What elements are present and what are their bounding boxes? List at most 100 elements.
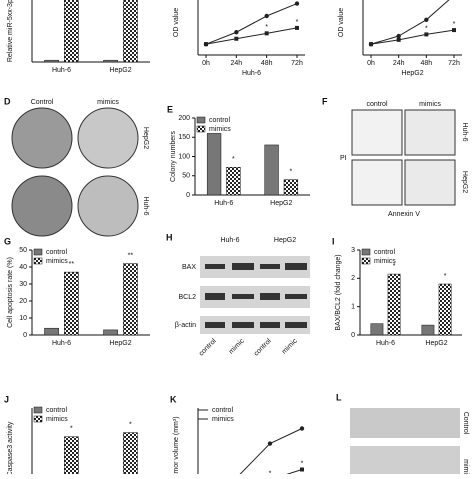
y-axis-label: Relative miR-5xx-3p ex xyxy=(7,0,14,62)
bar xyxy=(206,133,222,196)
bar xyxy=(64,271,79,336)
significance: * xyxy=(296,19,299,26)
bar xyxy=(123,263,138,336)
y-tick-label: 0 xyxy=(351,332,355,339)
significance: * xyxy=(301,460,304,467)
y-axis-label: Colony numbers xyxy=(170,131,177,182)
flow-plot xyxy=(404,159,456,206)
legend-label: control xyxy=(209,117,230,124)
x-tick-label: 48h xyxy=(261,60,273,67)
blot-image xyxy=(200,286,310,308)
panel-letter: J xyxy=(4,394,9,404)
x-tick-label: 0h xyxy=(202,60,210,67)
panel-d: D Control mimics HepG2 Huh-6 xyxy=(4,96,149,237)
legend-label: mimics xyxy=(374,258,396,265)
x-tick-label: 24h xyxy=(230,60,242,67)
axis-label: Annexin V xyxy=(388,211,420,218)
x-tick-label: HepG2 xyxy=(425,340,447,347)
y-axis-label: OD value xyxy=(173,8,180,37)
x-tick-label: 24h xyxy=(393,60,405,67)
line xyxy=(370,29,455,45)
col-label: mimics xyxy=(97,99,119,106)
marker xyxy=(299,426,305,431)
flow-plot xyxy=(351,109,403,156)
bar xyxy=(438,283,452,336)
significance: * xyxy=(425,25,428,32)
marker xyxy=(294,1,300,6)
flow-plot xyxy=(351,159,403,206)
lane-label: mimic xyxy=(228,337,246,355)
y-tick-label: 1 xyxy=(351,304,355,311)
x-tick-label: HepG2 xyxy=(109,67,131,74)
marker xyxy=(234,30,239,35)
legend-label: mimics xyxy=(46,258,68,265)
band xyxy=(205,322,225,328)
lane-label: control xyxy=(198,337,218,357)
lane-label: mimic xyxy=(281,337,299,355)
x-tick-label: HepG2 xyxy=(109,340,131,347)
y-axis-label: BAX/BCL2 (fold change) xyxy=(335,254,342,330)
marker xyxy=(264,13,269,19)
panel-letter: L xyxy=(336,392,342,402)
plate-image xyxy=(11,175,73,237)
legend-swatch xyxy=(196,116,206,124)
y-tick-label: 150 xyxy=(178,134,190,141)
band xyxy=(285,322,307,328)
bar xyxy=(64,436,79,479)
bar xyxy=(64,0,79,63)
lane-label: control xyxy=(253,337,273,357)
x-axis-label: Huh-6 xyxy=(242,70,261,77)
band xyxy=(205,264,225,269)
band xyxy=(232,263,254,270)
legend-label: mimics xyxy=(46,416,68,423)
significance: * xyxy=(393,263,396,270)
panel-letter: F xyxy=(322,96,328,106)
y-axis-label: Tumor volume (mm³) xyxy=(173,416,180,474)
legend-swatch xyxy=(33,257,43,265)
x-tick-label: HepG2 xyxy=(270,200,292,207)
bar xyxy=(226,167,241,196)
x-tick-label: Huh-6 xyxy=(52,340,71,347)
line xyxy=(370,0,450,45)
marker xyxy=(295,25,299,30)
col-label: mimics xyxy=(419,101,441,108)
marker xyxy=(234,36,239,41)
band xyxy=(232,294,254,299)
band xyxy=(232,322,254,328)
significance: ** xyxy=(69,261,75,268)
group-label: HepG2 xyxy=(274,237,296,244)
y-tick-label: 0 xyxy=(186,192,190,199)
x-tick-label: 72h xyxy=(448,60,460,67)
legend-swatch xyxy=(196,125,206,133)
line xyxy=(270,469,303,479)
axis-label: PI xyxy=(340,155,347,162)
panel-letter: D xyxy=(4,96,11,106)
marker xyxy=(424,32,429,37)
blot-image xyxy=(200,316,310,334)
y-tick-label: 50 xyxy=(19,247,27,254)
significance: * xyxy=(265,24,268,31)
marker xyxy=(264,31,269,36)
tumor-image xyxy=(350,446,460,474)
row-label: HepG2 xyxy=(461,171,468,193)
marker xyxy=(300,467,304,472)
line xyxy=(205,3,298,45)
significance: ** xyxy=(128,252,134,259)
legend-swatch xyxy=(361,248,371,256)
bar xyxy=(44,327,59,336)
row-label: Control xyxy=(462,412,469,435)
significance: * xyxy=(444,273,447,280)
legend-label: control xyxy=(212,407,233,414)
bar xyxy=(123,432,138,479)
flow-plot xyxy=(404,109,456,156)
legend-label: control xyxy=(46,407,67,414)
plate-image xyxy=(77,175,139,237)
legend-label: control xyxy=(46,249,67,256)
row-label: Huh-6 xyxy=(461,122,468,141)
marker xyxy=(452,28,456,33)
bar xyxy=(421,324,435,336)
y-tick-label: 40 xyxy=(19,264,27,271)
legend-label: mimics xyxy=(212,416,234,423)
marker xyxy=(267,441,273,446)
marker xyxy=(424,17,429,22)
